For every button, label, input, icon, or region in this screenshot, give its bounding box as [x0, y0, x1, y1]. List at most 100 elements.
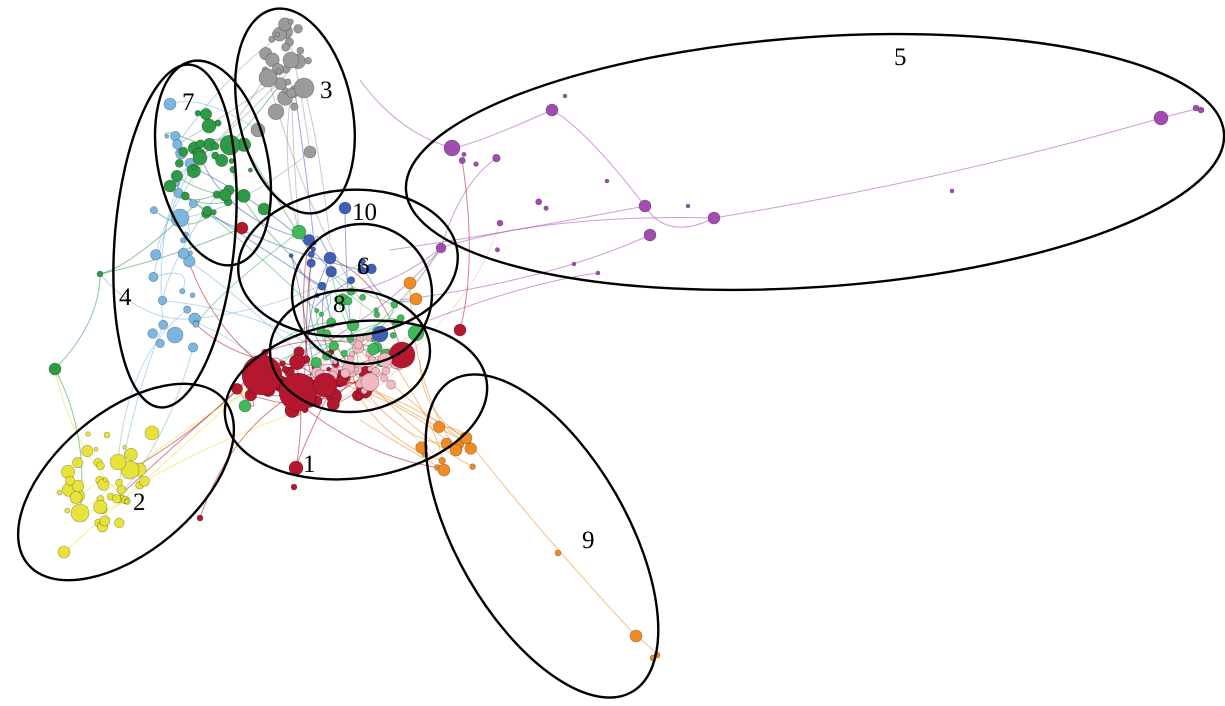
- node-cluster-2: [64, 507, 70, 514]
- node-cluster-5: [604, 178, 610, 184]
- node-cluster-7: [170, 170, 183, 183]
- node-cluster-4: [166, 326, 184, 344]
- edge-cluster-9: [409, 282, 457, 451]
- edge-cluster-6: [205, 213, 362, 271]
- node-cluster-1: [289, 353, 306, 370]
- node-cluster-2: [93, 446, 99, 452]
- node-cluster-7: [96, 270, 104, 278]
- edge-cluster-4: [116, 347, 194, 500]
- node-cluster-7: [174, 158, 184, 168]
- edge-cluster-3: [303, 87, 331, 241]
- cluster-label-8: 8: [333, 291, 346, 318]
- edge-cluster-4: [153, 272, 186, 292]
- node-cluster-6: [306, 258, 316, 268]
- edge-cluster-6: [294, 90, 315, 244]
- node-cluster-5: [1197, 106, 1205, 114]
- node-cluster-8: [386, 379, 396, 390]
- node-cluster-7: [247, 167, 253, 173]
- node-cluster-9: [438, 457, 446, 465]
- node-cluster-g: [310, 356, 322, 369]
- node-cluster-9: [464, 442, 477, 455]
- node-cluster-1: [290, 483, 298, 491]
- cluster-ring-10: [237, 188, 459, 338]
- node-cluster-6: [325, 266, 337, 278]
- cluster-ring-3: [233, 7, 357, 215]
- node-cluster-2: [69, 491, 83, 504]
- node-cluster-5: [595, 270, 601, 276]
- node-cluster-2: [111, 494, 122, 504]
- edge-cluster-3: [286, 92, 300, 233]
- node-cluster-5: [496, 219, 504, 227]
- node-cluster-6: [307, 250, 315, 258]
- node-cluster-7: [210, 209, 217, 216]
- cluster-label-10: 10: [352, 199, 377, 226]
- node-cluster-5: [473, 161, 479, 167]
- node-cluster-6: [323, 251, 337, 265]
- node-cluster-3: [296, 46, 305, 55]
- node-cluster-5: [707, 211, 721, 225]
- node-cluster-3: [275, 68, 282, 75]
- node-cluster-8: [380, 374, 389, 383]
- node-cluster-7: [178, 146, 189, 157]
- node-cluster-2: [85, 431, 91, 437]
- node-cluster-5: [458, 157, 466, 165]
- node-cluster-7: [163, 179, 177, 193]
- node-cluster-1: [326, 397, 340, 411]
- node-cluster-7: [180, 191, 190, 201]
- node-cluster-9: [409, 292, 423, 306]
- edge-cluster-2: [79, 389, 251, 514]
- edge-cluster-5: [439, 217, 715, 249]
- node-cluster-2: [124, 447, 138, 462]
- cluster-ring-8: [268, 288, 432, 414]
- edge-cluster-2: [144, 408, 306, 482]
- node-layer: [48, 17, 1205, 662]
- node-cluster-7: [200, 108, 213, 121]
- node-cluster-9: [629, 629, 643, 643]
- edge-cluster-5: [644, 205, 715, 228]
- node-cluster-4: [149, 206, 158, 215]
- node-cluster-g: [367, 343, 380, 356]
- edge-cluster-g: [184, 195, 318, 312]
- edge-cluster-8: [395, 222, 501, 364]
- node-cluster-2: [144, 425, 160, 441]
- node-cluster-5: [1153, 110, 1169, 126]
- node-cluster-3: [274, 31, 281, 38]
- node-cluster-2: [116, 484, 127, 495]
- cluster-label-9: 9: [582, 527, 595, 554]
- node-cluster-g: [314, 308, 320, 314]
- node-cluster-7: [228, 158, 235, 164]
- node-cluster-3: [268, 35, 276, 43]
- node-cluster-2: [65, 475, 76, 486]
- node-cluster-6: [288, 253, 294, 259]
- node-cluster-7: [218, 188, 232, 202]
- cluster-label-5: 5: [894, 44, 907, 71]
- node-cluster-g: [389, 331, 397, 339]
- node-cluster-4: [183, 255, 196, 268]
- node-cluster-6: [366, 263, 377, 275]
- node-cluster-3: [304, 56, 312, 65]
- cluster-ring-1: [223, 319, 489, 481]
- node-cluster-2: [96, 461, 105, 471]
- node-cluster-2: [103, 477, 108, 483]
- node-cluster-4: [179, 288, 186, 295]
- node-cluster-8: [348, 350, 355, 358]
- node-cluster-3: [258, 68, 278, 88]
- edge-cluster-5: [429, 272, 599, 321]
- node-cluster-g: [359, 293, 366, 301]
- node-cluster-5: [571, 261, 577, 267]
- node-cluster-4: [192, 320, 200, 328]
- node-cluster-9: [437, 463, 451, 477]
- node-cluster-6: [338, 201, 352, 215]
- node-cluster-1: [196, 514, 204, 522]
- node-cluster-1: [355, 392, 363, 400]
- edge-cluster-1: [459, 160, 470, 331]
- edge-cluster-4: [169, 101, 259, 131]
- node-cluster-3: [284, 78, 292, 86]
- node-cluster-2: [115, 478, 123, 487]
- edge-cluster-2: [63, 374, 263, 553]
- cluster-ring-2: [16, 382, 236, 582]
- node-cluster-1: [279, 360, 286, 367]
- node-cluster-5: [638, 199, 652, 213]
